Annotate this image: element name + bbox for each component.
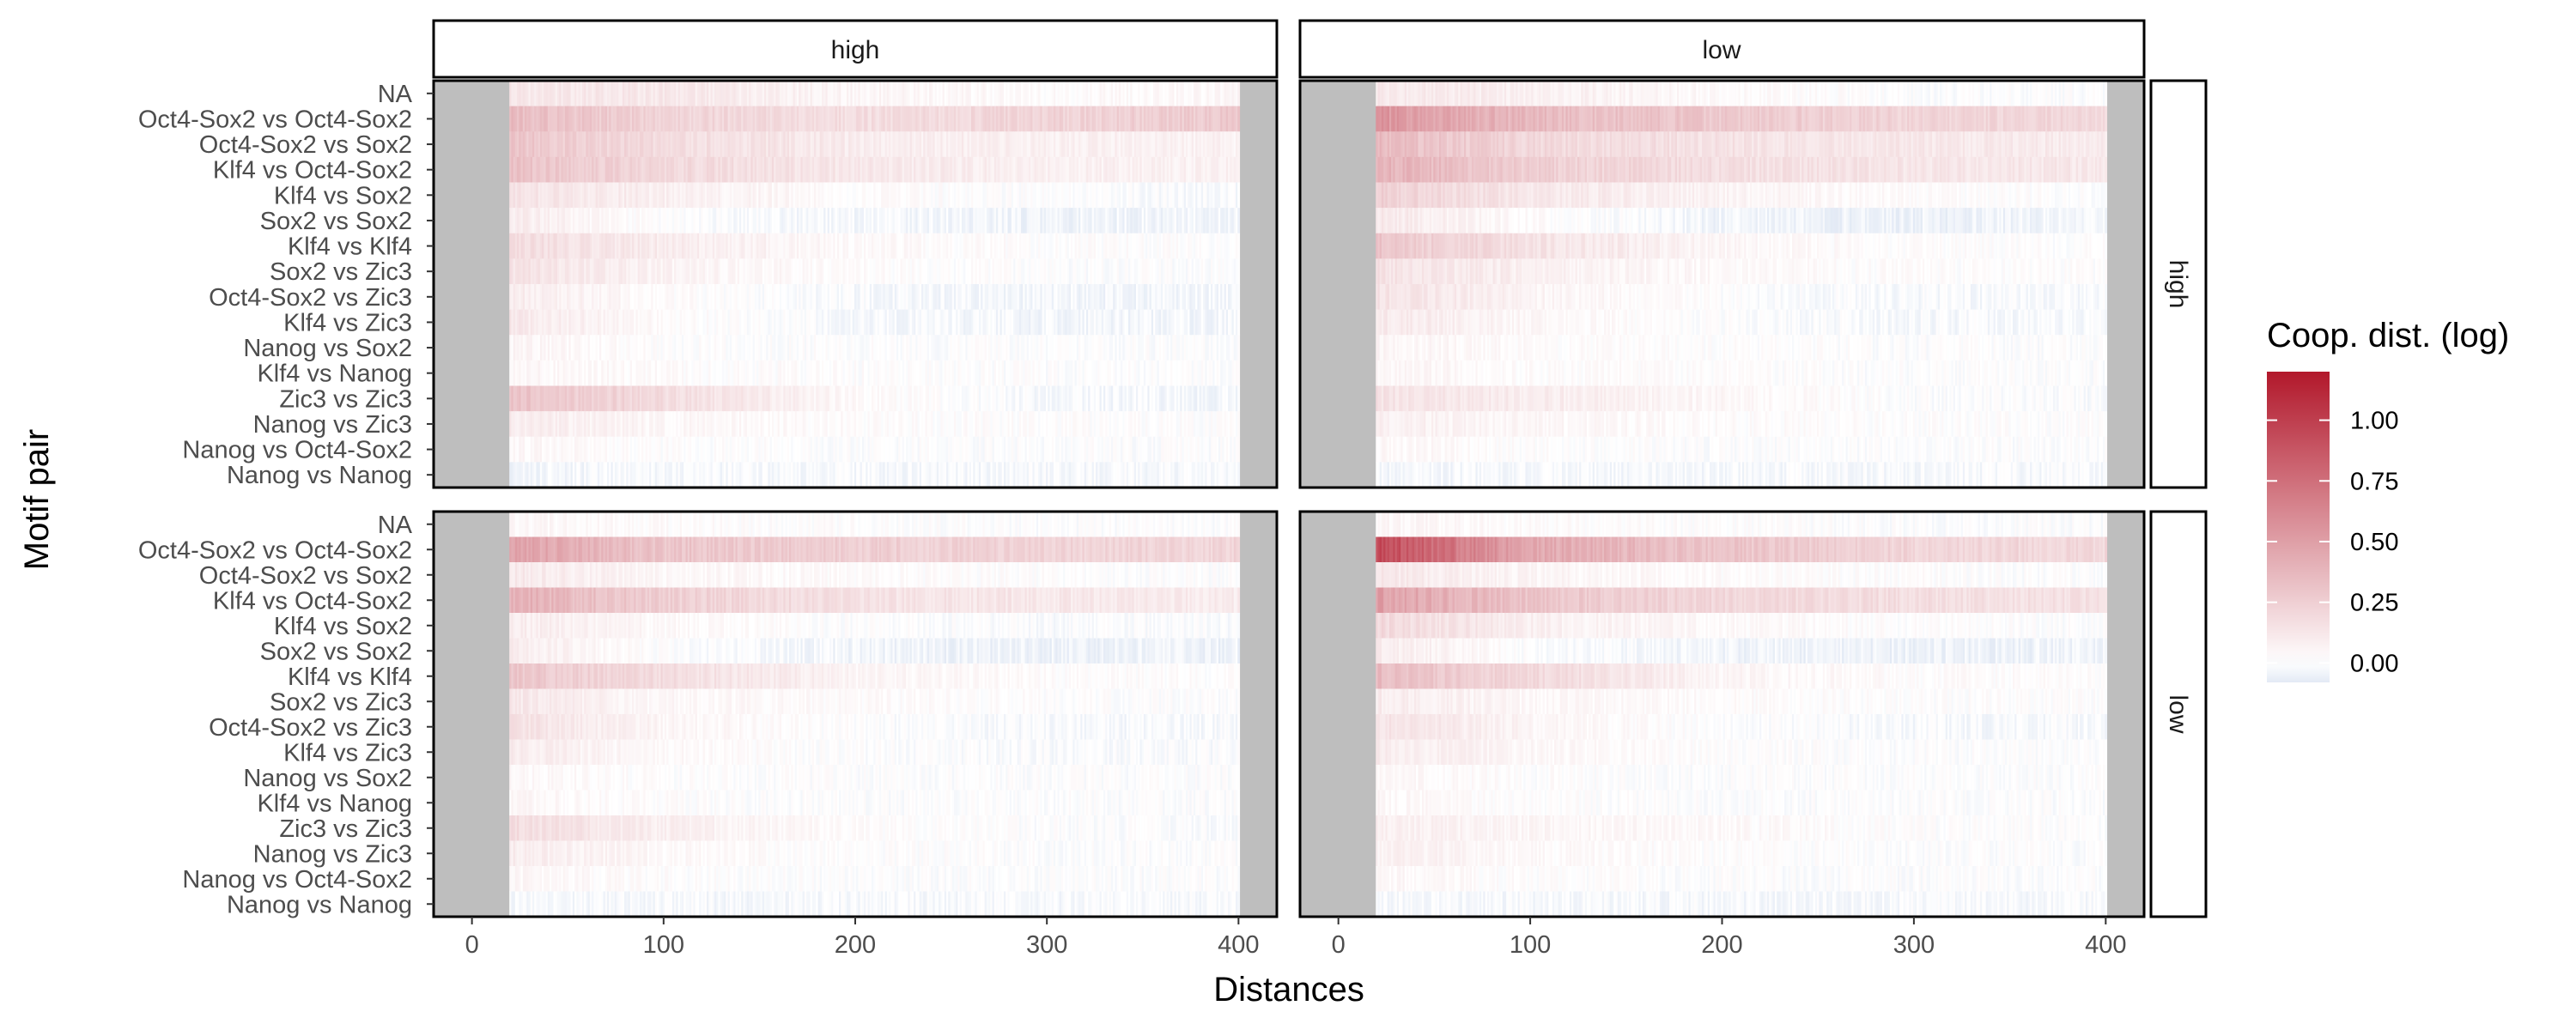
heatmap-cell — [1237, 360, 1240, 386]
heatmap-row — [509, 386, 1240, 412]
heatmap-cell — [1237, 157, 1240, 183]
heatmap-row — [509, 81, 1240, 106]
heatmap-row — [509, 157, 1240, 183]
heatmap-cell — [1237, 131, 1240, 157]
heatmap-row — [509, 310, 1240, 336]
heatmap-row — [509, 106, 1240, 132]
heatmap-row — [509, 131, 1240, 157]
heatmap-cell — [1237, 233, 1240, 259]
heatmap-panels — [434, 81, 2144, 917]
heatmap-cell — [1237, 258, 1240, 284]
heatmap-row — [509, 360, 1240, 386]
heatmap-cell — [1237, 335, 1240, 360]
heatmap-cell — [1237, 183, 1240, 209]
heatmap-cell — [1237, 106, 1240, 132]
heatmap-cell — [1237, 284, 1240, 310]
heatmap-cell — [1237, 81, 1240, 106]
heatmap-cell — [1237, 386, 1240, 412]
heatmap-row — [509, 284, 1240, 310]
heatmap-row — [509, 183, 1240, 209]
heatmap-cell — [1237, 208, 1240, 233]
heatmap-cell — [1237, 310, 1240, 336]
heatmap-row — [509, 258, 1240, 284]
heatmap-row — [509, 411, 1240, 437]
heatmap-row — [509, 233, 1240, 259]
heatmap-row — [509, 335, 1240, 360]
heatmap-row — [509, 208, 1240, 233]
heatmap-panel-high-high — [434, 81, 1277, 488]
